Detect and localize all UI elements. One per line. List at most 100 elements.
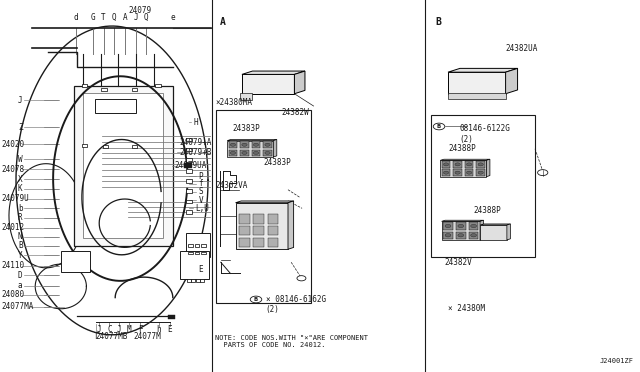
- Bar: [132, 145, 137, 148]
- Text: 24383P: 24383P: [232, 124, 260, 133]
- Circle shape: [253, 143, 259, 146]
- Text: C: C: [107, 326, 112, 334]
- Bar: [186, 148, 192, 151]
- Bar: [184, 163, 192, 168]
- Text: 24078: 24078: [2, 165, 25, 174]
- Bar: [83, 93, 163, 238]
- Bar: [216, 110, 311, 303]
- Polygon shape: [442, 220, 484, 221]
- Bar: [253, 226, 264, 235]
- Text: 24079U: 24079U: [2, 194, 29, 203]
- Circle shape: [478, 171, 483, 174]
- Text: V: V: [198, 196, 203, 205]
- Bar: [74, 86, 173, 246]
- Circle shape: [458, 224, 464, 228]
- Bar: [201, 251, 206, 254]
- Circle shape: [297, 276, 306, 281]
- Circle shape: [444, 163, 449, 166]
- Polygon shape: [507, 224, 511, 240]
- Bar: [465, 161, 474, 168]
- Polygon shape: [506, 68, 518, 94]
- Bar: [186, 138, 192, 141]
- Text: B: B: [437, 124, 441, 129]
- Circle shape: [478, 163, 483, 166]
- Circle shape: [265, 151, 270, 154]
- Text: 24077MA: 24077MA: [2, 302, 35, 311]
- Polygon shape: [448, 72, 506, 94]
- Bar: [453, 161, 462, 168]
- Text: × 08146-6162G
(2): × 08146-6162G (2): [266, 295, 326, 314]
- Polygon shape: [440, 159, 490, 160]
- Text: B: B: [435, 17, 441, 27]
- Bar: [448, 93, 506, 99]
- Polygon shape: [448, 68, 518, 72]
- Text: Y: Y: [18, 251, 22, 260]
- Text: J: J: [97, 326, 102, 334]
- Text: E: E: [198, 265, 203, 274]
- Text: 24020: 24020: [2, 140, 25, 149]
- Bar: [240, 141, 249, 148]
- Circle shape: [445, 234, 451, 237]
- Text: H: H: [193, 118, 198, 126]
- Text: J24001ZF: J24001ZF: [600, 358, 634, 364]
- Bar: [443, 231, 453, 239]
- Bar: [268, 238, 278, 247]
- Bar: [240, 150, 249, 156]
- Bar: [82, 84, 87, 87]
- Text: B: B: [254, 297, 258, 302]
- Bar: [443, 222, 453, 230]
- Bar: [253, 214, 264, 224]
- Circle shape: [242, 143, 247, 146]
- Text: L,U: L,U: [195, 204, 209, 213]
- Bar: [186, 158, 192, 162]
- Bar: [195, 244, 200, 247]
- Text: ×24380MA: ×24380MA: [216, 98, 253, 107]
- Text: 24077M: 24077M: [133, 332, 161, 341]
- Text: T: T: [93, 332, 99, 341]
- Bar: [468, 231, 479, 239]
- Circle shape: [433, 123, 445, 130]
- Circle shape: [230, 151, 236, 154]
- Bar: [253, 238, 264, 247]
- Bar: [431, 115, 535, 257]
- Bar: [268, 214, 278, 224]
- Circle shape: [470, 224, 477, 228]
- Polygon shape: [242, 74, 294, 94]
- Bar: [465, 169, 474, 176]
- Bar: [240, 93, 252, 100]
- Bar: [186, 232, 210, 257]
- Bar: [196, 279, 200, 282]
- Text: F: F: [138, 326, 143, 334]
- Polygon shape: [480, 224, 511, 225]
- Text: X: X: [18, 175, 22, 184]
- Text: e: e: [170, 13, 175, 22]
- Bar: [101, 87, 106, 91]
- Text: 24382V: 24382V: [445, 258, 472, 267]
- Text: Q: Q: [111, 13, 116, 22]
- Text: J: J: [18, 96, 22, 105]
- Polygon shape: [442, 221, 480, 240]
- Bar: [468, 222, 479, 230]
- Bar: [442, 169, 451, 176]
- Bar: [442, 161, 451, 168]
- Bar: [186, 210, 192, 214]
- Polygon shape: [273, 140, 277, 157]
- Text: J: J: [116, 326, 122, 334]
- Polygon shape: [288, 201, 294, 249]
- Text: d: d: [74, 13, 79, 22]
- Bar: [82, 144, 87, 147]
- Text: K: K: [18, 184, 22, 193]
- Text: 08146-6122G
(2): 08146-6122G (2): [460, 124, 510, 144]
- Bar: [186, 179, 192, 183]
- Bar: [228, 141, 237, 148]
- Text: D: D: [18, 271, 22, 280]
- Bar: [132, 87, 137, 91]
- Text: a: a: [18, 281, 22, 290]
- Bar: [191, 279, 195, 282]
- Bar: [239, 238, 250, 247]
- Text: E: E: [167, 326, 172, 334]
- Text: S: S: [198, 187, 203, 196]
- Circle shape: [467, 163, 472, 166]
- Bar: [228, 150, 237, 156]
- Polygon shape: [440, 160, 486, 177]
